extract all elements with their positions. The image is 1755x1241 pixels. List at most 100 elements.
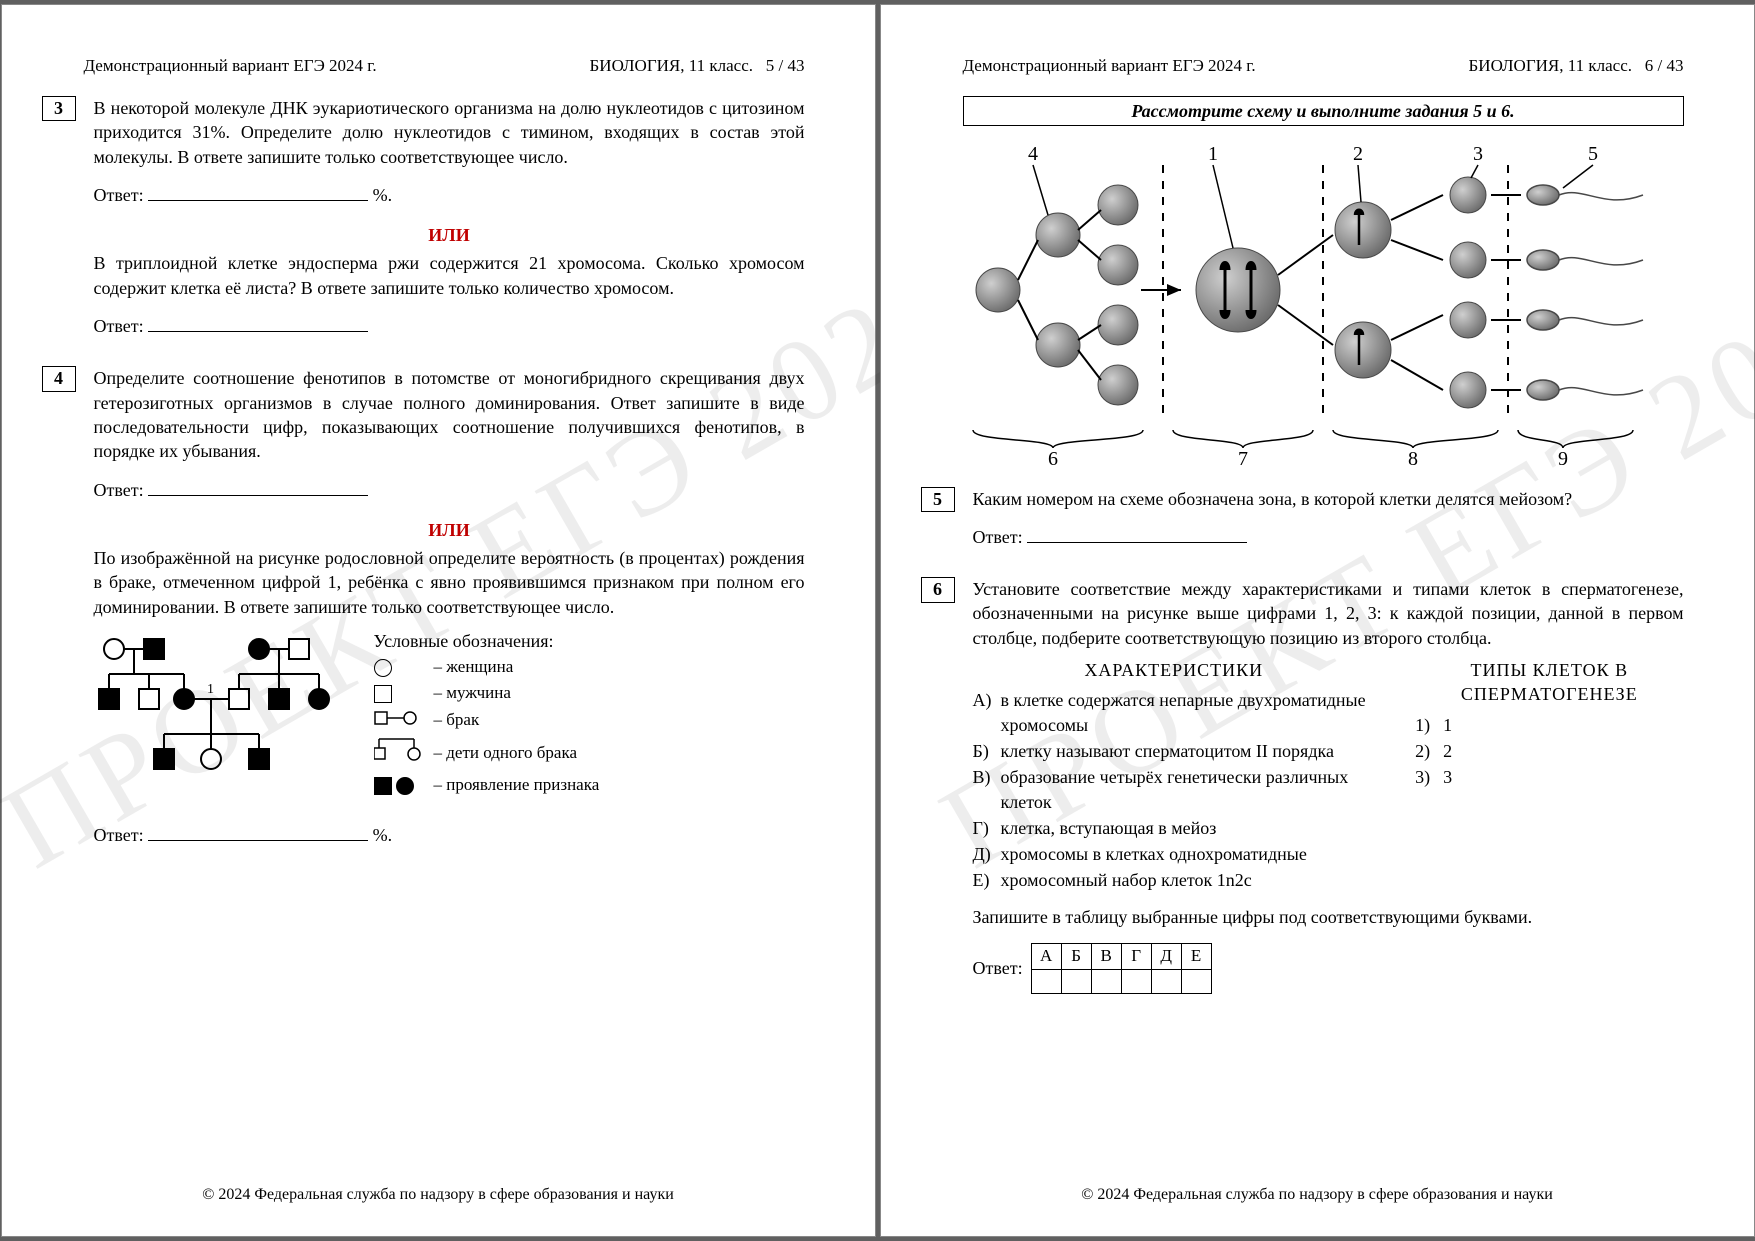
cell[interactable]	[1151, 969, 1181, 993]
answer-label: Ответ:	[973, 956, 1023, 980]
page-left: ПРОЕКТ ЕГЭ 2024 Демонстрационный вариант…	[1, 4, 876, 1237]
task-number: 5	[921, 487, 955, 512]
legend-male: – мужчина	[434, 682, 511, 705]
page-number: 6 / 43	[1645, 56, 1684, 75]
legend: Условные обозначения: – женщина – мужчин…	[374, 629, 600, 809]
cell[interactable]	[1031, 969, 1061, 993]
subject: БИОЛОГИЯ, 11 класс.	[590, 56, 753, 75]
answer-label: Ответ:	[973, 527, 1023, 547]
key-V: В)	[973, 765, 1001, 814]
answer-line: Ответ: %.	[94, 183, 805, 207]
dlabel-1: 1	[1208, 143, 1218, 165]
instruction-box: Рассмотрите схему и выполните задания 5 …	[963, 96, 1684, 126]
answer-label: Ответ:	[94, 316, 144, 336]
task-number: 6	[921, 577, 955, 602]
header-left: Демонстрационный вариант ЕГЭ 2024 г.	[84, 55, 377, 78]
page-number: 5 / 43	[766, 56, 805, 75]
pedigree-diagram: 1	[94, 629, 354, 809]
ili-separator: ИЛИ	[94, 223, 805, 247]
cell[interactable]	[1061, 969, 1091, 993]
task4-text-b: По изображённой на рисунке родословной о…	[94, 546, 805, 619]
svg-text:1: 1	[207, 682, 214, 697]
answer-blank[interactable]	[148, 823, 368, 841]
pedigree-block: 1 Условные обозначения: – женщина	[94, 629, 805, 809]
page-right: ПРОЕКТ ЕГЭ 2024 Демонстрационный вариант…	[880, 4, 1755, 1237]
th-B: Б	[1061, 943, 1091, 969]
task-4: 4 Определите соотношение фенотипов в пот…	[42, 366, 805, 847]
page-header: Демонстрационный вариант ЕГЭ 2024 г. БИО…	[921, 55, 1684, 78]
optkey-1: 1)	[1415, 713, 1443, 737]
item-E: хромосомный набор клеток 1n2c	[1001, 868, 1376, 892]
item-G: клетка, вступающая в мейоз	[1001, 816, 1376, 840]
spermatogenesis-diagram: 4 1 2 3 5 6 7 8 9	[963, 140, 1684, 476]
page-footer: © 2024 Федеральная служба по надзору в с…	[2, 1184, 875, 1206]
dlabel-6: 6	[1048, 448, 1058, 470]
correspondence-columns: ХАРАКТЕРИСТИКИ А)в клетке содержатся неп…	[973, 658, 1684, 895]
opt-2: 2	[1443, 739, 1683, 763]
answer-label: Ответ:	[94, 185, 144, 205]
percent-suffix: %.	[373, 185, 393, 205]
answer-line: Ответ:	[94, 314, 805, 338]
th-V: В	[1091, 943, 1121, 969]
task4-text-a: Определите соотношение фенотипов в потом…	[94, 366, 805, 463]
item-A: в клетке содержатся непарные двухроматид…	[1001, 688, 1376, 737]
page-footer: © 2024 Федеральная служба по надзору в с…	[881, 1184, 1754, 1206]
optkey-3: 3)	[1415, 765, 1443, 789]
header-left: Демонстрационный вариант ЕГЭ 2024 г.	[963, 55, 1256, 78]
legend-children: – дети одного брака	[434, 742, 578, 765]
cell[interactable]	[1181, 969, 1211, 993]
opt-3: 3	[1443, 765, 1683, 789]
task6-text: Установите соответствие между характерис…	[973, 577, 1684, 650]
th-E: Е	[1181, 943, 1211, 969]
ili-separator: ИЛИ	[94, 518, 805, 542]
dlabel-4: 4	[1028, 143, 1038, 165]
key-D: Д)	[973, 842, 1001, 866]
col2-title: ТИПЫ КЛЕТОК В СПЕРМАТОГЕНЕЗЕ	[1415, 658, 1683, 707]
optkey-2: 2)	[1415, 739, 1443, 763]
dlabel-5: 5	[1588, 143, 1598, 165]
answer-line: Ответ:	[94, 478, 805, 502]
answer-line: Ответ: %.	[94, 823, 805, 847]
item-V: образование четырёх генетически различны…	[1001, 765, 1376, 814]
answer-blank[interactable]	[148, 478, 368, 496]
dlabel-3: 3	[1473, 143, 1483, 165]
th-D: Д	[1151, 943, 1181, 969]
th-G: Г	[1121, 943, 1151, 969]
task3-text-b: В триплоидной клетке эндосперма ржи соде…	[94, 251, 805, 300]
dlabel-7: 7	[1238, 448, 1248, 470]
answer-line: Ответ:	[973, 525, 1684, 549]
subject: БИОЛОГИЯ, 11 класс.	[1469, 56, 1632, 75]
task-number: 4	[42, 366, 76, 391]
key-A: А)	[973, 688, 1001, 737]
task-number: 3	[42, 96, 76, 121]
task-6: 6 Установите соответствие между характер…	[921, 577, 1684, 994]
task-5: 5 Каким номером на схеме обозначена зона…	[921, 487, 1684, 550]
key-B: Б)	[973, 739, 1001, 763]
table-instruction: Запишите в таблицу выбранные цифры под с…	[973, 905, 1684, 929]
item-D: хромосомы в клетках однохроматидные	[1001, 842, 1376, 866]
page-spread: ПРОЕКТ ЕГЭ 2024 Демонстрационный вариант…	[0, 0, 1755, 1241]
page-header: Демонстрационный вариант ЕГЭ 2024 г. БИО…	[42, 55, 805, 78]
header-right: БИОЛОГИЯ, 11 класс. 6 / 43	[1469, 55, 1684, 78]
th-A: А	[1031, 943, 1061, 969]
legend-title: Условные обозначения:	[374, 629, 600, 653]
cell[interactable]	[1121, 969, 1151, 993]
key-G: Г)	[973, 816, 1001, 840]
answer-table: А Б В Г Д Е	[1031, 943, 1212, 994]
answer-blank[interactable]	[148, 314, 368, 332]
task-3: 3 В некоторой молекуле ДНК эукариотическ…	[42, 96, 805, 338]
dlabel-8: 8	[1408, 448, 1418, 470]
answer-label: Ответ:	[94, 825, 144, 845]
legend-female: – женщина	[434, 656, 514, 679]
dlabel-9: 9	[1558, 448, 1568, 470]
item-B: клетку называют сперматоцитом II порядка	[1001, 739, 1376, 763]
legend-trait: – проявление признака	[434, 774, 600, 797]
percent-suffix: %.	[373, 825, 393, 845]
dlabel-2: 2	[1353, 143, 1363, 165]
answer-blank[interactable]	[148, 183, 368, 201]
header-right: БИОЛОГИЯ, 11 класс. 5 / 43	[590, 55, 805, 78]
task3-text-a: В некоторой молекуле ДНК эукариотическог…	[94, 96, 805, 169]
answer-blank[interactable]	[1027, 525, 1247, 543]
answer-table-row: Ответ: А Б В Г Д Е	[973, 943, 1684, 994]
cell[interactable]	[1091, 969, 1121, 993]
